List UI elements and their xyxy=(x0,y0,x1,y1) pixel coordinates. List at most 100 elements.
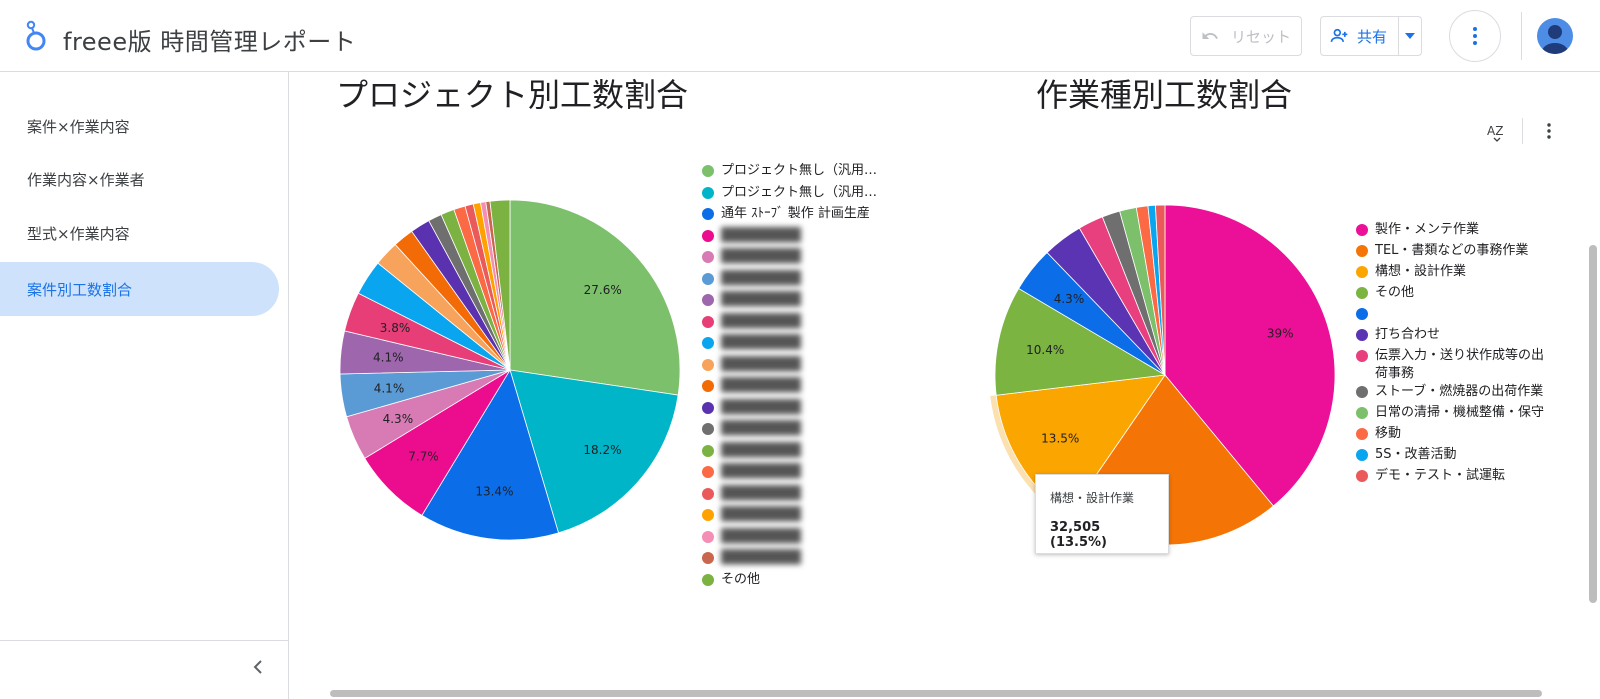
legend-label: ストーブ・燃焼器の出荷作業 xyxy=(1375,384,1544,399)
legend-item[interactable]: 日常の清掃・機械整備・保守 xyxy=(1356,404,1546,425)
pie-slice[interactable] xyxy=(994,287,1167,396)
report-title: freee版 時間管理レポート xyxy=(63,28,357,56)
legend-item[interactable]: プロジェクト無し（汎用… xyxy=(702,162,882,184)
legend-item[interactable]: ████████ xyxy=(702,463,882,485)
legend-label: 製作・メンテ作業 xyxy=(1375,222,1480,237)
legend-label: その他 xyxy=(1375,285,1415,300)
legend-item[interactable]: 構想・設計作業 xyxy=(1356,263,1546,284)
pie-slice-label: 18.2% xyxy=(583,443,621,457)
nav-item-task-worker[interactable]: 作業内容×作業者 xyxy=(27,170,145,189)
legend-swatch xyxy=(1356,266,1368,278)
legend-item[interactable]: 製作・メンテ作業 xyxy=(1356,221,1546,242)
chevron-left-icon[interactable] xyxy=(246,655,270,679)
legend-swatch xyxy=(702,401,714,414)
legend-swatch xyxy=(702,423,714,435)
legend-swatch xyxy=(1356,449,1368,461)
legend-item[interactable]: ████████ xyxy=(702,291,882,313)
pie-slice[interactable] xyxy=(1164,204,1336,507)
nav-item-project-ratio[interactable]: 案件別工数割合 xyxy=(0,262,279,316)
share-button[interactable]: 共有 xyxy=(1320,16,1422,56)
legend-swatch xyxy=(1356,245,1368,257)
legend-label: ████████ xyxy=(721,378,801,393)
pie-slice[interactable] xyxy=(1154,204,1166,376)
legend-label: ████████ xyxy=(721,507,801,522)
legend-item[interactable]: TEL・書類などの事務作業 xyxy=(1356,242,1546,263)
pie-slice-label: 7.7% xyxy=(408,450,439,464)
legend-item[interactable]: ████████ xyxy=(702,420,882,442)
legend-label: プロジェクト無し（汎用… xyxy=(721,163,878,178)
legend-item[interactable]: ████████ xyxy=(702,549,882,571)
legend-item[interactable]: ████████ xyxy=(702,442,882,464)
legend-label: 打ち合わせ xyxy=(1375,327,1441,342)
top-app-bar: freee版 時間管理レポート リセット 共有 xyxy=(0,0,1600,72)
sort-az-icon[interactable]: AZ xyxy=(1486,121,1508,143)
legend-swatch xyxy=(702,530,714,543)
tooltip-value: 32,505 (13.5%) xyxy=(1050,520,1107,550)
vertical-scrollbar[interactable] xyxy=(1589,245,1597,603)
horizontal-scrollbar[interactable] xyxy=(330,690,1542,697)
pie-slice[interactable] xyxy=(489,199,511,371)
legend-swatch xyxy=(1356,470,1368,482)
legend-label: ████████ xyxy=(721,421,801,436)
legend-item[interactable]: 通年 ｽﾄｰﾌﾞ 製作 計画生産 xyxy=(702,205,882,227)
pie-slice-label: 4.1% xyxy=(373,350,404,364)
legend-item[interactable]: ████████ xyxy=(702,227,882,249)
chart-more-vert-icon[interactable] xyxy=(1546,122,1552,140)
reset-button[interactable]: リセット xyxy=(1190,16,1302,56)
sidebar-divider xyxy=(0,640,289,641)
legend-item[interactable]: デモ・テスト・試運転 xyxy=(1356,467,1546,488)
avatar[interactable] xyxy=(1537,18,1573,54)
pie-slice[interactable] xyxy=(509,369,679,534)
legend-item[interactable]: 伝票入力・送り状作成等の出荷事務 xyxy=(1356,347,1546,383)
legend-label: デモ・テスト・試運転 xyxy=(1375,468,1506,483)
caret-down-icon xyxy=(1405,33,1415,39)
legend-item[interactable]: ████████ xyxy=(702,399,882,421)
legend-label: ████████ xyxy=(721,550,801,565)
chart-tooltip: 構想・設計作業 32,505 (13.5%) xyxy=(1035,474,1169,554)
legend-item[interactable]: ████████ xyxy=(702,528,882,550)
legend-item[interactable]: 打ち合わせ xyxy=(1356,326,1546,347)
pie-slice-label: 4.3% xyxy=(1054,292,1085,306)
looker-studio-logo-icon xyxy=(26,20,46,51)
legend-item[interactable]: その他 xyxy=(1356,284,1546,305)
legend-item[interactable]: ████████ xyxy=(702,270,882,292)
legend-item[interactable]: その他 xyxy=(702,571,882,593)
share-main[interactable]: 共有 xyxy=(1321,17,1399,55)
legend-swatch xyxy=(702,294,714,306)
legend-item[interactable]: ████████ xyxy=(702,313,882,335)
legend-label: ████████ xyxy=(721,485,801,501)
legend-label: 構想・設計作業 xyxy=(1375,264,1467,279)
legend-item[interactable]: ████████ xyxy=(702,485,882,507)
legend-swatch xyxy=(702,466,714,478)
nav-item-project-task[interactable]: 案件×作業内容 xyxy=(27,117,130,136)
legend-item[interactable]: ████████ xyxy=(702,506,882,528)
legend-item[interactable] xyxy=(1356,305,1546,326)
legend-item[interactable]: プロジェクト無し（汎用… xyxy=(702,184,882,206)
legend-item[interactable]: ████████ xyxy=(702,377,882,399)
chart-title-worktype: 作業種別工数割合 xyxy=(1036,76,1293,114)
legend-item[interactable]: 5S・改善活動 xyxy=(1356,446,1546,467)
pie-slice[interactable] xyxy=(509,199,681,396)
legend-item[interactable]: ████████ xyxy=(702,248,882,270)
legend-item[interactable]: ████████ xyxy=(702,356,882,378)
person-add-icon xyxy=(1330,28,1348,42)
legend-swatch xyxy=(1356,350,1368,362)
toolbar-divider xyxy=(1522,118,1523,144)
legend-label: 伝票入力・送り状作成等の出荷事務 xyxy=(1375,348,1545,381)
pie-slice-label: 10.4% xyxy=(1026,343,1064,357)
divider xyxy=(1521,12,1522,60)
pie-slice[interactable] xyxy=(421,369,560,541)
nav-item-model-task[interactable]: 型式×作業内容 xyxy=(27,224,130,243)
legend-item[interactable]: ████████ xyxy=(702,334,882,356)
legend-item[interactable]: 移動 xyxy=(1356,425,1546,446)
legend-label: プロジェクト無し（汎用… xyxy=(721,184,878,200)
pie-chart-project[interactable]: 27.6% 18.2% 13.4% 7.7% 4.3% 4.1% 4.1% 3.8% xyxy=(330,190,690,550)
legend-label: その他 xyxy=(721,571,761,587)
more-options-button[interactable] xyxy=(1449,10,1501,62)
legend-item[interactable]: ストーブ・燃焼器の出荷作業 xyxy=(1356,383,1546,404)
legend-swatch xyxy=(702,573,714,586)
share-dropdown-toggle[interactable] xyxy=(1399,33,1421,39)
legend-swatch xyxy=(702,380,714,392)
share-label: 共有 xyxy=(1357,27,1388,46)
legend-label: ████████ xyxy=(721,270,801,286)
